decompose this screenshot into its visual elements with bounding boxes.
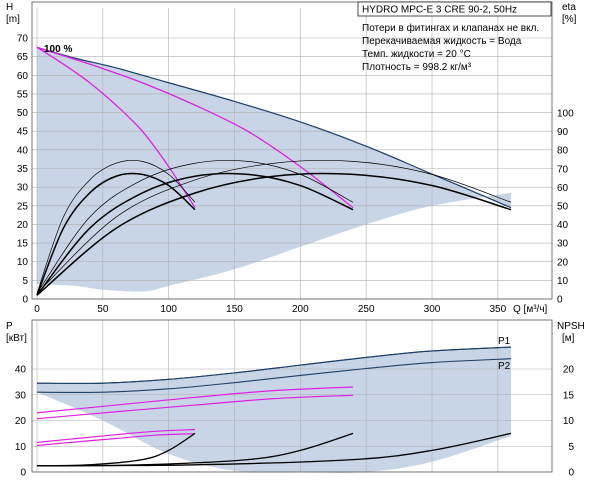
bottom-y-tick-30: 30 <box>15 390 27 401</box>
series-bottom-pink_P2_2pump <box>36 394 354 420</box>
y-tick-50: 50 <box>17 108 29 119</box>
note-temperature: Темп. жидкости = 20 °C <box>362 49 471 60</box>
series-label-p1: P1 <box>498 336 511 347</box>
series-bottom-pink_P1_1pump <box>36 428 196 443</box>
note-density: Плотность = 998.2 кг/м³ <box>362 62 472 73</box>
x-tick-50: 50 <box>97 304 109 315</box>
note-liquid: Перекачиваемая жидкость = Вода <box>362 36 522 47</box>
top-y2-label: eta <box>562 2 576 13</box>
y-tick-25: 25 <box>17 201 29 212</box>
y-tick-55: 55 <box>17 89 29 100</box>
y2-tick-40: 40 <box>557 220 569 231</box>
top-envelope-fill <box>37 47 512 292</box>
bottom-y-label: P <box>6 321 13 332</box>
bottom-y-tick-10: 10 <box>15 442 27 453</box>
y2-tick-50: 50 <box>557 202 569 213</box>
series-label-p2: P2 <box>498 361 511 372</box>
y2-tick-10: 10 <box>557 276 569 287</box>
bottom-series <box>36 346 512 467</box>
bottom-y-tick-0: 0 <box>20 468 26 479</box>
bottom-y2-tick-10: 10 <box>563 416 575 427</box>
y2-tick-100: 100 <box>557 109 574 120</box>
speed-label: 100 % <box>44 44 72 55</box>
series-bottom-pink_P2_1pump <box>36 433 196 447</box>
y2-tick-90: 90 <box>557 127 569 138</box>
x-tick-200: 200 <box>292 304 309 315</box>
axes: 0510152025303540455055606570010203040506… <box>15 1 575 479</box>
y2-tick-0: 0 <box>557 295 563 306</box>
series-eta_3pump_thin <box>36 159 512 294</box>
y-tick-30: 30 <box>17 183 29 194</box>
bottom-y2-tick-5: 5 <box>568 442 574 453</box>
top-series <box>36 46 512 296</box>
series-bottom-pink_P1_2pump <box>36 386 354 414</box>
y2-tick-60: 60 <box>557 183 569 194</box>
y-tick-20: 20 <box>17 220 29 231</box>
bottom-plot-frame <box>31 319 553 473</box>
series-bottom-npsh_3pump <box>36 432 512 467</box>
top-y-unit: [m] <box>6 14 20 25</box>
series-eta_1pump_thin <box>36 159 196 294</box>
series-eta_1pump_bold <box>36 172 196 296</box>
y-tick-65: 65 <box>17 52 29 63</box>
x-tick-100: 100 <box>160 304 177 315</box>
top-y-label: H <box>6 2 13 13</box>
y2-tick-30: 30 <box>557 239 569 250</box>
x-tick-150: 150 <box>226 304 243 315</box>
bottom-y2-tick-20: 20 <box>563 365 575 376</box>
series-eta_2pump_bold <box>36 172 354 296</box>
bottom-y2-tick-0: 0 <box>568 468 574 479</box>
bottom-y-tick-40: 40 <box>15 365 27 376</box>
bottom-y-tick-20: 20 <box>15 416 27 427</box>
top-plot-frame <box>31 1 553 300</box>
series-pink_2pump <box>36 46 354 209</box>
bottom-gridlines <box>32 320 552 473</box>
y-tick-40: 40 <box>17 145 29 156</box>
bottom-y2-unit: [м] <box>562 333 575 344</box>
top-gridlines <box>32 8 552 300</box>
chart-title: HYDRO MPC-E 3 CRE 90-2, 50Hz <box>362 5 517 16</box>
x-tick-350: 350 <box>490 304 507 315</box>
y-tick-35: 35 <box>17 164 29 175</box>
y2-tick-70: 70 <box>557 164 569 175</box>
series-bottom-P2 <box>36 358 512 393</box>
y-tick-10: 10 <box>17 257 29 268</box>
series-pink_1pump <box>36 46 196 209</box>
series-bottom-P1 <box>36 346 512 384</box>
x-tick-250: 250 <box>358 304 375 315</box>
top-envelope-area <box>37 47 512 292</box>
y2-tick-20: 20 <box>557 257 569 268</box>
y-tick-60: 60 <box>17 71 29 82</box>
y-tick-0: 0 <box>22 295 28 306</box>
y-tick-15: 15 <box>17 239 29 250</box>
series-envelope_top <box>36 46 512 209</box>
x-tick-300: 300 <box>424 304 441 315</box>
bottom-y2-label: NPSH <box>557 321 585 332</box>
title-box <box>357 1 552 17</box>
x-axis-label: Q [м³/ч] <box>513 304 548 315</box>
y-tick-5: 5 <box>22 276 28 287</box>
note-losses: Потери в фитингах и клапанах не вкл. <box>362 22 539 34</box>
x-tick-0: 0 <box>34 304 40 315</box>
y-tick-70: 70 <box>17 34 29 45</box>
y-tick-45: 45 <box>17 127 29 138</box>
series-eta_3pump_bold <box>36 172 512 296</box>
y2-tick-80: 80 <box>557 146 569 157</box>
top-y2-unit: [%] <box>562 14 577 25</box>
bottom-envelope-area <box>37 347 512 473</box>
bottom-y2-tick-15: 15 <box>563 390 575 401</box>
bottom-envelope-fill <box>37 347 512 473</box>
bottom-y-unit: [кВт] <box>6 333 27 344</box>
